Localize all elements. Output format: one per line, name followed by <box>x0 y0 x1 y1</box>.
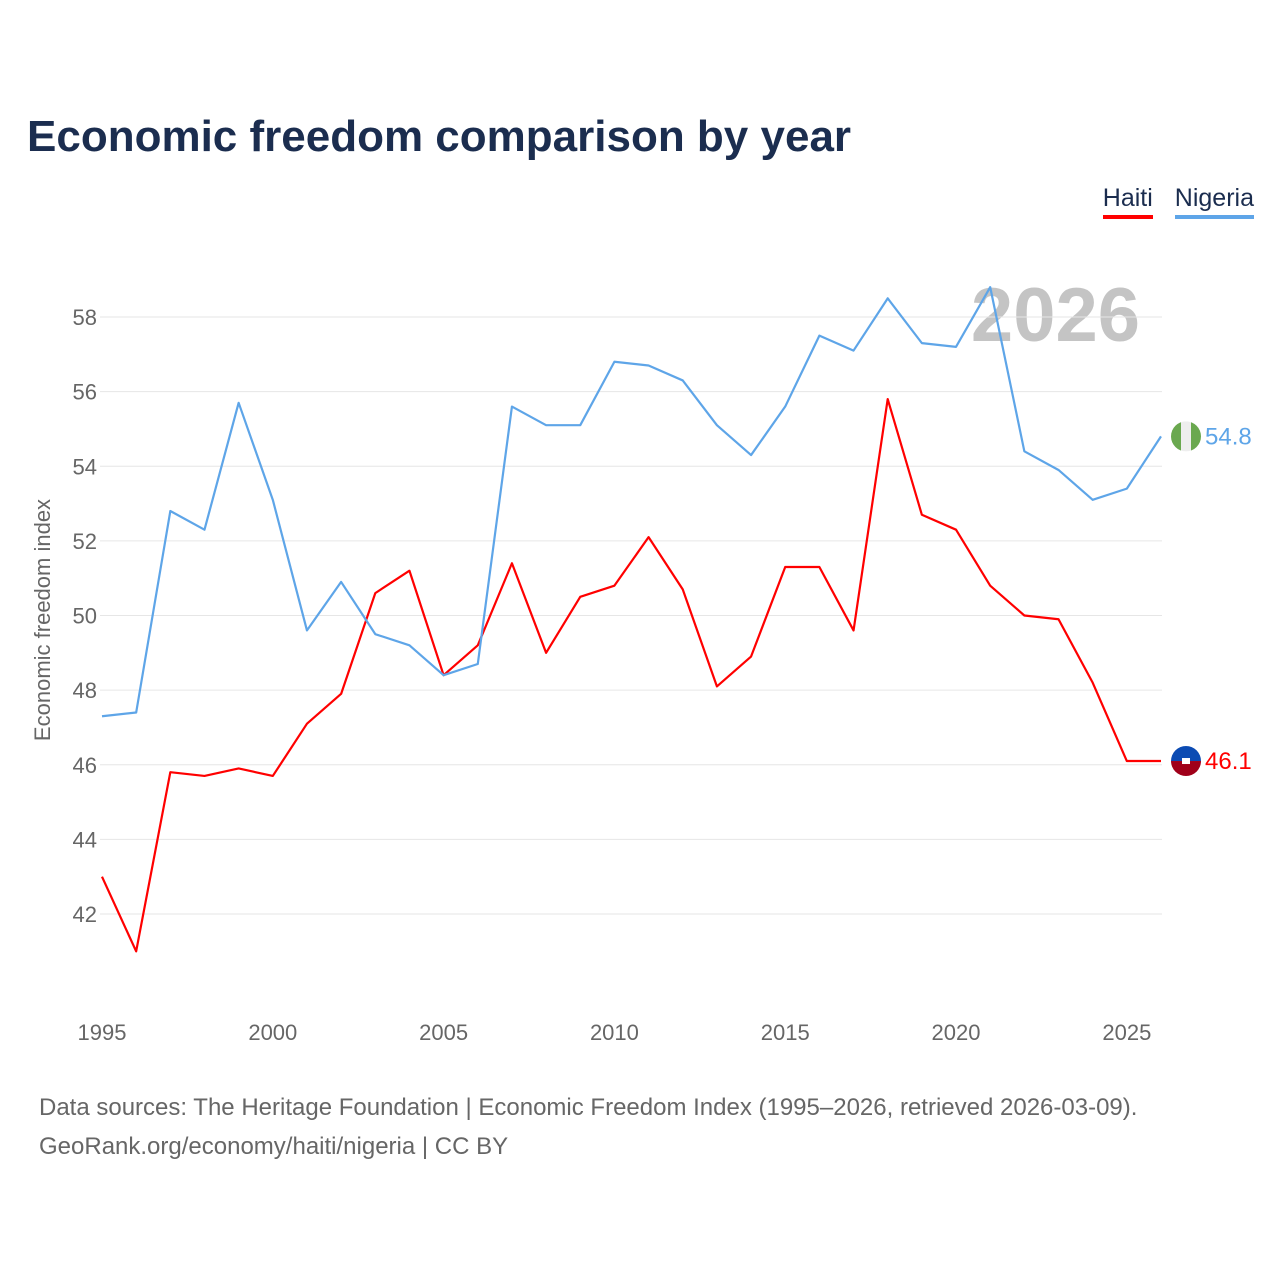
source-line-2[interactable]: GeoRank.org/economy/haiti/nigeria | CC B… <box>39 1133 509 1160</box>
y-tick-label: 54 <box>73 454 97 479</box>
y-tick-label: 58 <box>73 305 97 330</box>
x-tick-label: 2000 <box>248 1020 297 1045</box>
legend: Haiti Nigeria <box>1102 184 1254 219</box>
x-tick-label: 2010 <box>590 1020 639 1045</box>
source-note: Data sources: The Heritage Foundation | … <box>39 1088 1137 1166</box>
chart-title: Economic freedom comparison by year <box>27 112 852 161</box>
nigeria-flag-icon <box>1171 421 1201 452</box>
x-tick-label: 2025 <box>1102 1020 1151 1045</box>
x-tick-label: 2020 <box>932 1020 981 1045</box>
y-axis-label: Economic freedom index <box>30 499 55 741</box>
y-tick-label: 46 <box>73 753 97 778</box>
y-tick-label: 50 <box>73 604 97 629</box>
y-tick-label: 44 <box>73 827 97 852</box>
series-line-haiti <box>100 397 1161 953</box>
year-watermark: 2026 <box>971 273 1140 358</box>
y-tick-label: 42 <box>73 902 97 927</box>
series-line-nigeria <box>101 286 1162 718</box>
x-tick-label: 1995 <box>78 1020 127 1045</box>
legend-item-nigeria[interactable]: Nigeria <box>1174 184 1254 219</box>
x-tick-label: 2005 <box>419 1020 468 1045</box>
y-tick-label: 48 <box>73 678 97 703</box>
end-value-label-haiti: 46.1 <box>1205 748 1252 775</box>
y-tick-label: 52 <box>73 529 97 554</box>
x-tick-label: 2015 <box>761 1020 810 1045</box>
legend-item-haiti[interactable]: Haiti <box>1102 184 1153 219</box>
haiti-flag-icon <box>1171 746 1201 777</box>
source-line-1: Data sources: The Heritage Foundation | … <box>39 1094 1138 1121</box>
end-value-label-nigeria: 54.8 <box>1205 423 1252 450</box>
y-tick-label: 56 <box>73 380 97 405</box>
